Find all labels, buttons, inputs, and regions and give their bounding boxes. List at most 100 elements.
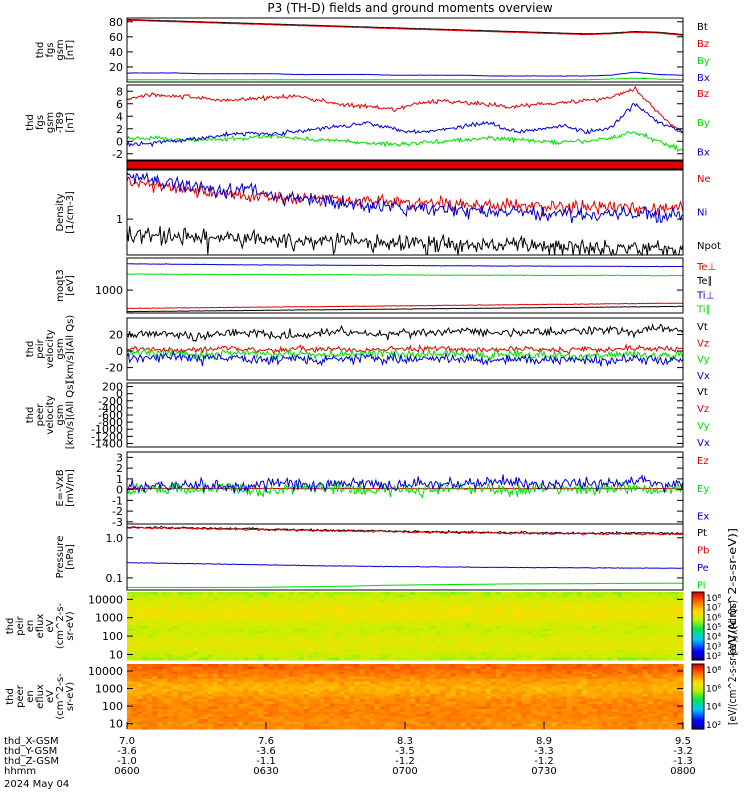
spectrogram-cell [162,657,169,661]
spectrogram-cell [238,607,244,611]
y-axis-label-line: peer [35,403,46,427]
spectrogram-cell [248,706,254,710]
spectrogram-cell [233,669,239,673]
spectrogram-cell [561,657,568,661]
spectrogram-cell [228,694,234,698]
spectrogram-cell [581,633,588,638]
spectrogram-cell [268,644,275,648]
spectrogram-cell [399,641,406,645]
spectrogram-cell [223,726,229,730]
spectrogram-cell [202,597,209,601]
spectrogram-cell [657,644,664,648]
spectrogram-cell [147,704,153,708]
spectrogram-cell [475,652,482,656]
spectrogram-cell [561,626,568,630]
spectrogram-cell [541,649,548,653]
spectrogram-cell [627,610,634,614]
spectrogram-cell [485,618,492,622]
spectrogram-cell [607,620,613,624]
spectrogram-cell [465,597,472,601]
spectrogram-cell [465,684,472,688]
spectrogram-cell [324,669,330,673]
spectrogram-cell [177,615,184,619]
spectrogram-cell [495,628,502,632]
spectrogram-cell [142,639,148,643]
spectrogram-cell [470,615,477,619]
spectrogram-cell [556,612,563,617]
spectrogram-cell [157,649,163,653]
spectrogram-cell [319,704,325,708]
spectrogram-cell [465,669,472,673]
spectrogram-cell [238,666,244,670]
colorbar-band [692,629,704,632]
spectrogram-cell [162,649,169,653]
spectrogram-cell [263,714,270,718]
spectrogram-cell [329,696,335,700]
spectrogram-cell [526,633,532,638]
spectrogram-cell [182,696,189,700]
spectrogram-cell [354,633,361,638]
spectrogram-cell [420,669,426,673]
spectrogram-cell [430,716,436,720]
spectrogram-cell [410,686,416,690]
spectrogram-cell [308,711,315,715]
spectrogram-cell [157,711,163,715]
spectrogram-cell [667,615,674,619]
spectrogram-cell [202,716,209,720]
spectrogram-cell [450,684,457,688]
y-tick-label: 10 [109,648,123,661]
spectrogram-cell [415,597,421,601]
spectrogram-cell [349,689,356,693]
spectrogram-cell [435,691,441,695]
spectrogram-cell [460,719,467,723]
spectrogram-cell [132,652,138,656]
spectrogram-cell [425,719,431,723]
spectrogram-cell [415,669,421,673]
spectrogram-cell [308,706,315,710]
spectrogram-cell [212,636,219,640]
spectrogram-cell [389,699,396,703]
spectrogram-cell [379,721,386,725]
spectrogram-cell [571,612,578,617]
colorbar-band [692,604,704,607]
spectrogram-cell [450,626,457,630]
spectrogram-cell [399,671,406,675]
spectrogram-cell [465,726,472,730]
spectrogram-cell [460,602,467,606]
spectrogram-cell [561,620,568,624]
spectrogram-cell [334,679,340,683]
spectrogram-cell [440,657,447,661]
spectrogram-cell [597,594,603,598]
spectrogram-cell [147,636,153,640]
spectrogram-cell [440,618,447,622]
series-line-By [126,77,684,81]
spectrogram-cell [546,628,553,632]
y-axis-label-line: gsm [45,112,56,133]
spectrogram-cell [642,607,649,611]
spectrogram-cell [551,636,558,640]
spectrogram-cell [258,666,265,670]
spectrogram-cell [182,676,189,680]
spectrogram-cell [293,602,300,606]
spectrogram-cell [283,724,290,728]
spectrogram-cell [480,664,487,668]
spectrogram-cell [662,615,669,619]
spectrogram-cell [607,599,613,604]
y-tick-label: 20 [109,329,123,342]
spectrogram-cell [571,610,578,614]
spectrogram-cell [147,691,153,695]
spectrogram-cell [172,644,179,648]
spectrogram-cell [425,612,431,617]
spectrogram-cell [157,618,163,622]
spectrogram-cell [455,701,462,705]
spectrogram-cell [399,724,406,728]
spectrogram-cell [405,696,411,700]
spectrogram-cell [329,652,335,656]
spectrogram-cell [495,644,502,648]
spectrogram-cell [581,631,588,635]
legend-Pi: Pi [697,581,706,592]
spectrogram-cell [379,652,386,656]
spectrogram-cell [465,691,472,695]
spectrogram-cell [314,696,320,700]
spectrogram-cell [142,628,148,632]
